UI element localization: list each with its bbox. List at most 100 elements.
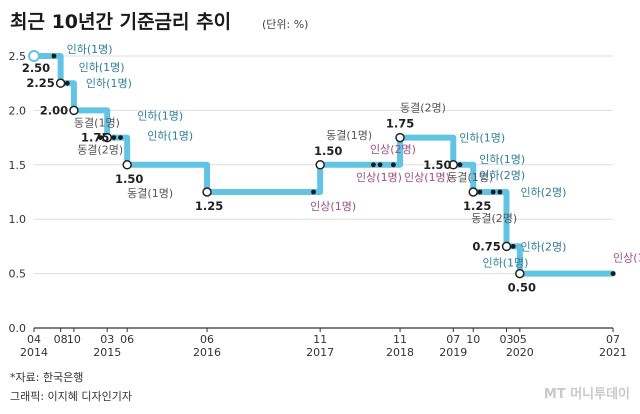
- annotation-cut: 인하(2명): [479, 168, 525, 182]
- change-marker: [55, 78, 66, 88]
- change-marker: [468, 187, 478, 197]
- change-marker: [448, 160, 459, 170]
- annotation-cut: 인하(1명): [137, 109, 183, 123]
- annotation-hike: 인상(1명): [404, 171, 450, 184]
- meeting-dot: [111, 135, 117, 141]
- annotation-cut: 인하(1명): [147, 129, 193, 143]
- x-tick-month: 11: [313, 333, 327, 346]
- change-marker: [315, 160, 325, 170]
- meeting-dot: [457, 162, 463, 168]
- x-tick-month: 08: [54, 333, 68, 346]
- value-label: 1.25: [195, 199, 223, 213]
- value-labels: 2.502.25 2.00 1.75 1.50 1.25 1.50 1.75 1.50 1.25…: [22, 61, 536, 295]
- value-label: 2.00: [40, 103, 68, 117]
- change-marker: [122, 160, 132, 170]
- x-tick-month: 05: [513, 333, 527, 346]
- chart-title: 최근 10년간 기준금리 추이: [10, 11, 231, 33]
- y-tick-label: 0.0: [9, 322, 27, 335]
- graphic-credit: 그래픽: 이지혜 디자인기자: [10, 390, 132, 403]
- meeting-dot: [51, 53, 57, 59]
- x-tick-year: 2015: [93, 346, 121, 359]
- x-tick-year: 2017: [306, 346, 334, 359]
- x-tick-month: 07: [446, 333, 460, 346]
- annotation-hike: 인상(1명): [613, 252, 640, 265]
- meeting-dot: [98, 135, 103, 141]
- meeting-dot: [118, 135, 123, 141]
- start-marker: [28, 50, 40, 62]
- point-markers: [28, 50, 616, 279]
- meeting-dot: [64, 80, 70, 86]
- x-tick-month: 03: [500, 333, 514, 346]
- change-marker: [515, 268, 525, 279]
- value-label: 1.75: [386, 117, 414, 131]
- publisher-logo: MT 머니투데이: [544, 386, 630, 402]
- y-tick-label: 1.5: [9, 159, 27, 172]
- x-tick-month: 06: [200, 333, 214, 346]
- value-label: 1.50: [314, 144, 342, 158]
- source-note: *자료: 한국은행: [10, 371, 83, 384]
- value-label: 2.50: [22, 61, 50, 75]
- x-tick-month: 06: [120, 333, 134, 346]
- x-tick-year: 2014: [20, 346, 48, 359]
- y-tick-label: 2.0: [9, 104, 27, 117]
- y-tick-label: 2.5: [9, 50, 27, 63]
- annotation-hike: 인상(1명): [310, 200, 356, 213]
- value-label: 0.50: [508, 281, 536, 295]
- annotation-hold: 동결(1명): [447, 171, 493, 184]
- annotation-hike: 인상(1명): [356, 171, 402, 184]
- value-label: 1.25: [463, 199, 491, 213]
- annotation-hike: 인상(2명): [370, 143, 416, 156]
- meeting-dot: [477, 189, 483, 195]
- x-tick-year: 2021: [599, 346, 627, 359]
- x-tick-year: 2016: [193, 346, 221, 359]
- value-label: 1.50: [115, 172, 143, 186]
- annotation-cut: 인하(2명): [521, 239, 567, 253]
- x-tick-month: 04: [27, 333, 41, 346]
- meeting-dot: [311, 189, 316, 195]
- annotation-cut: 인하(1명): [483, 255, 529, 269]
- change-marker: [102, 132, 112, 143]
- annotation-cut: 인하(1명): [459, 131, 505, 145]
- x-tick-month: 10: [466, 333, 480, 346]
- x-tick-year: 2020: [506, 346, 534, 359]
- x-tick-month: 10: [67, 333, 81, 346]
- annotation-cut: 인하(2명): [521, 185, 567, 199]
- annotation-cut: 인하(1명): [67, 42, 113, 56]
- annotation-hold: 동결(2명): [471, 212, 517, 225]
- y-tick-label: 0.5: [9, 268, 27, 281]
- meeting-dot: [377, 162, 383, 168]
- change-marker: [202, 187, 212, 197]
- annotation-hold: 동결(1명): [127, 187, 173, 200]
- value-label: 1.75: [81, 131, 109, 145]
- annotation-hold: 동결(1명): [326, 129, 372, 142]
- x-tick-year: 2018: [386, 346, 414, 359]
- meeting-dot: [371, 162, 376, 168]
- annotation-cut: 인하(1명): [86, 76, 132, 90]
- value-label: 2.25: [26, 76, 54, 90]
- value-label: 1.50: [423, 158, 451, 172]
- meeting-dot: [390, 162, 396, 168]
- x-tick-month: 11: [393, 333, 407, 346]
- annotation-cut: 인하(1명): [479, 152, 525, 166]
- change-marker: [501, 241, 512, 252]
- meeting-dot: [510, 244, 516, 249]
- y-tick-label: 1.0: [9, 213, 27, 226]
- meeting-dot: [490, 189, 496, 195]
- y-axis: 0.0 0.5 1.0 1.5 2.0 2.5: [9, 50, 27, 335]
- meeting-dot: [497, 189, 503, 195]
- value-label: 0.75: [472, 239, 500, 253]
- annotation-hold: 동결(2명): [77, 144, 123, 157]
- vote-annotations: 인하(1명) 인하(1명) 인하(1명) 동결(1명) 인하(1명) 인하(1명) 동결(2…: [67, 42, 640, 269]
- x-tick-month: 03: [100, 333, 114, 346]
- x-tick-month: 07: [606, 333, 620, 346]
- change-marker: [69, 105, 79, 116]
- chart-unit: (단위: %): [262, 18, 308, 31]
- annotation-hold: 동결(1명): [74, 116, 120, 129]
- change-marker: [395, 132, 405, 143]
- x-tick-year: 2019: [439, 346, 467, 359]
- meeting-dot: [610, 271, 616, 276]
- annotation-cut: 인하(1명): [79, 60, 125, 74]
